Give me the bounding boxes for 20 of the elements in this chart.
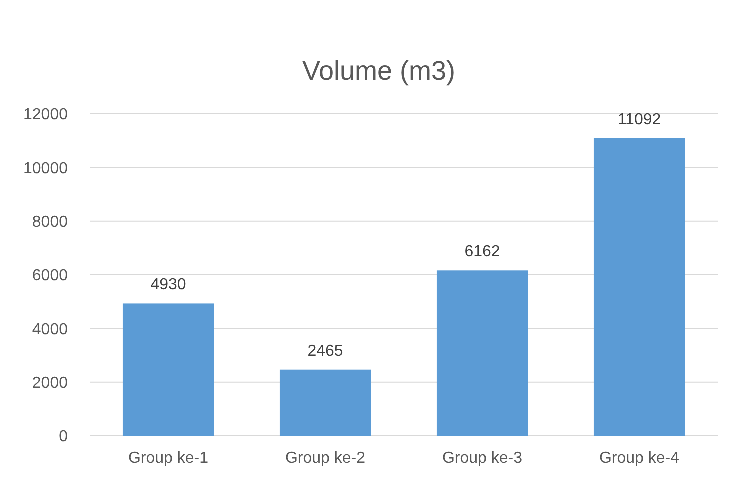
y-tick-label: 0	[59, 428, 68, 446]
y-tick-label: 4000	[32, 321, 68, 338]
bar	[280, 370, 372, 436]
data-label: 11092	[618, 111, 662, 128]
y-tick-label: 12000	[24, 106, 68, 124]
data-label: 4930	[150, 276, 186, 294]
y-tick-label: 10000	[24, 160, 68, 178]
y-tick-label: 8000	[32, 214, 68, 231]
data-label: 2465	[308, 342, 344, 360]
x-tick-label: Group ke-4	[599, 450, 680, 467]
bar	[594, 138, 686, 436]
x-tick-label: Group ke-2	[285, 450, 366, 467]
data-label: 6162	[464, 244, 500, 261]
y-tick-label: 2000	[32, 374, 68, 392]
x-tick-label: Group ke-1	[128, 450, 209, 467]
chart-title: Volume (m3)	[302, 56, 456, 86]
y-tick-label: 6000	[32, 268, 68, 285]
x-tick-label: Group ke-3	[442, 450, 523, 467]
bar	[436, 270, 528, 436]
bar	[122, 304, 214, 436]
